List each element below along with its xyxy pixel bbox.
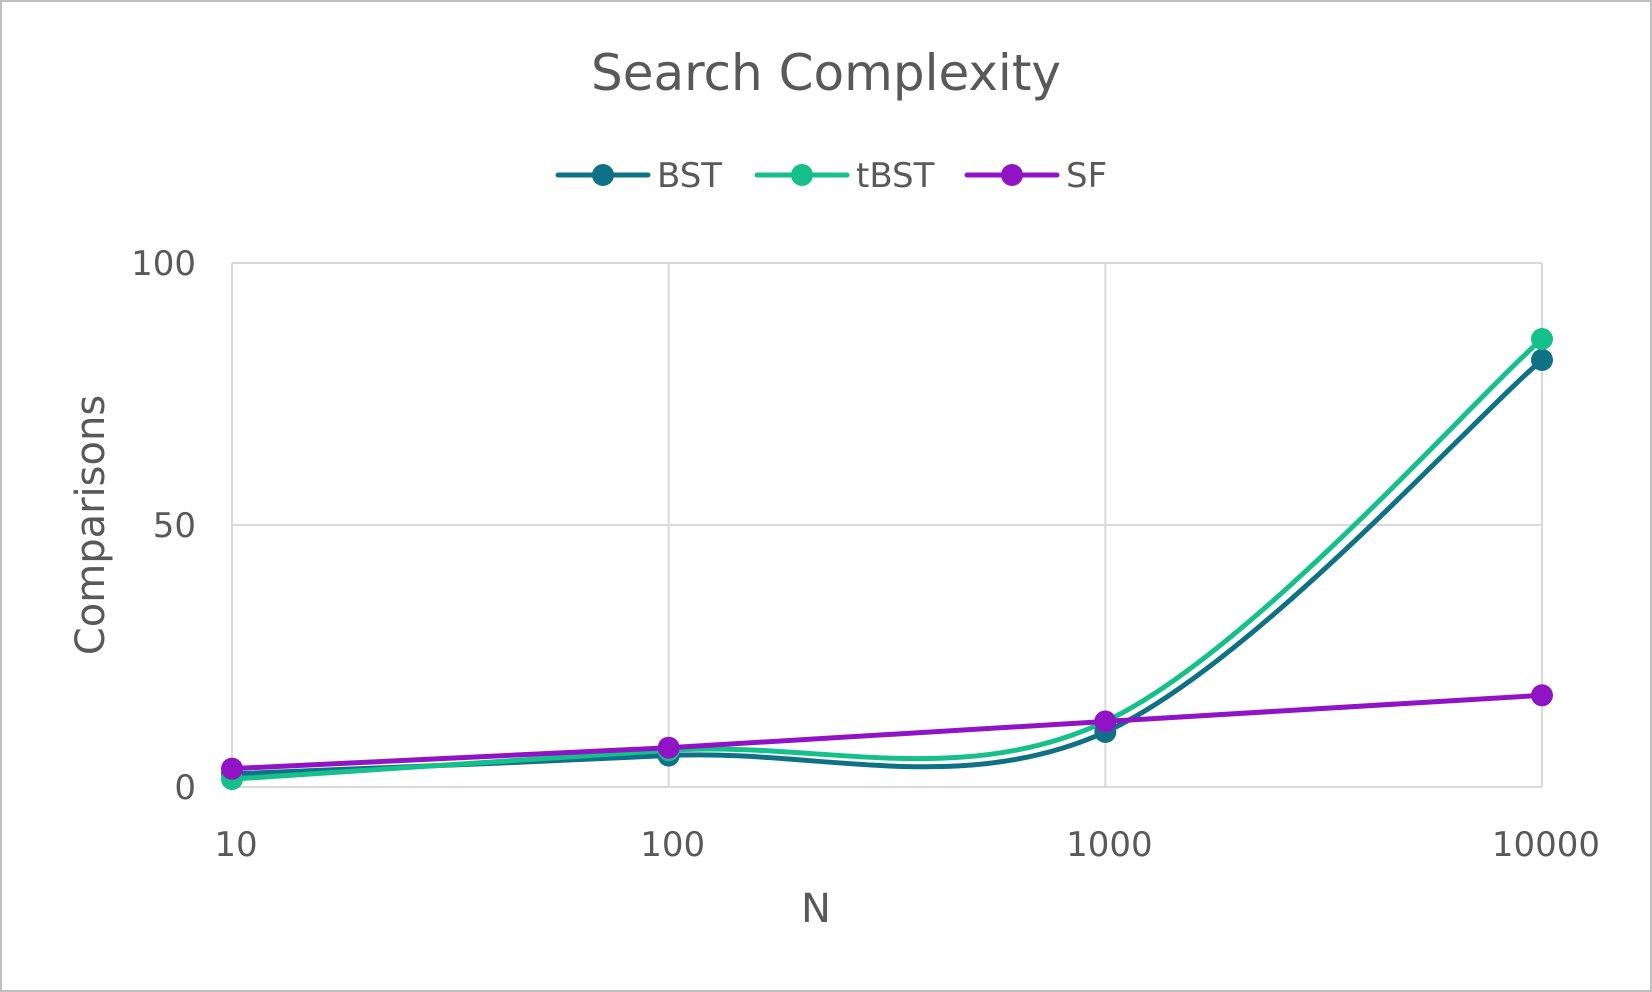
- chart-title: Search Complexity: [591, 44, 1061, 102]
- legend-swatch-marker: [1001, 164, 1023, 186]
- y-tick-label: 0: [174, 768, 196, 808]
- x-tick-label: 10000: [1492, 825, 1600, 865]
- data-point-sf: [1094, 710, 1117, 733]
- series-line-tbst: [229, 336, 1545, 782]
- legend-item-bst: BST: [555, 156, 722, 196]
- data-point-sf: [1531, 684, 1553, 707]
- x-tick-label: 1000: [1066, 825, 1153, 865]
- legend: BST tBST SF: [555, 156, 1107, 196]
- legend-swatch-marker: [592, 164, 614, 186]
- y-axis-title: Comparisons: [68, 395, 114, 655]
- legend-label: BST: [657, 156, 722, 196]
- legend-item-sf: SF: [964, 156, 1107, 196]
- data-point-bst: [1531, 348, 1553, 371]
- legend-label: tBST: [856, 156, 935, 196]
- y-axis-ticks: 0 50 100: [131, 244, 196, 808]
- data-point-tbst: [1531, 327, 1553, 350]
- legend-swatch-marker: [791, 164, 813, 186]
- x-tick-label: 10: [214, 825, 257, 865]
- y-tick-label: 50: [153, 506, 196, 546]
- legend-label: SF: [1066, 156, 1107, 196]
- series-lines: [229, 336, 1545, 782]
- x-axis-ticks: 10 100 1000 10000: [214, 825, 1600, 865]
- series-line-sf: [229, 692, 1545, 772]
- data-point-sf: [657, 736, 680, 759]
- x-tick-label: 100: [640, 825, 705, 865]
- series-line-bst: [229, 357, 1545, 777]
- y-tick-label: 100: [131, 244, 196, 284]
- series-points: [221, 327, 1553, 791]
- x-axis-title: N: [801, 886, 831, 932]
- data-point-sf: [221, 757, 243, 780]
- legend-item-tbst: tBST: [754, 156, 935, 196]
